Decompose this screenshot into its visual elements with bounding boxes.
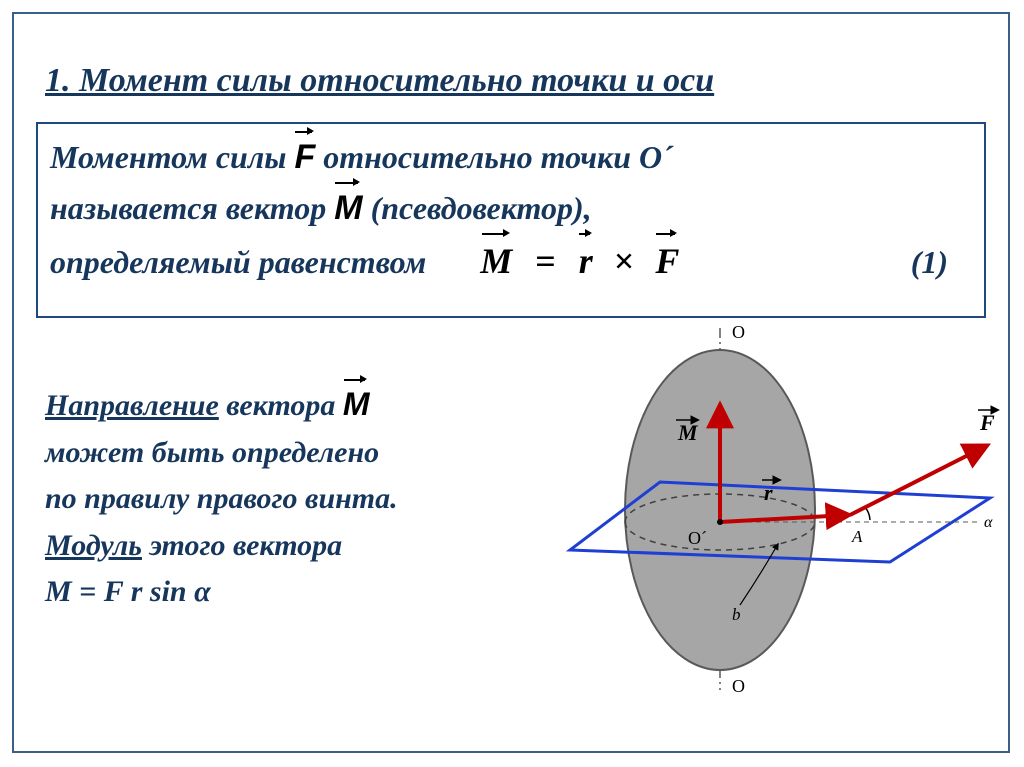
equation-number: (1)	[911, 238, 948, 286]
definition-line-3: определяемый равенством M = r × F (1)	[50, 234, 966, 288]
svg-text:M: M	[677, 420, 699, 445]
definition-box: Моментом силы F относительно точки О´ на…	[36, 122, 986, 318]
label-b: b	[732, 605, 741, 624]
label-O-bottom: O	[732, 676, 745, 696]
lower-line-1: Направление вектора M	[45, 380, 485, 430]
lower-line-2: может быть определено	[45, 430, 485, 477]
def-text-3: определяемый равенством	[50, 238, 426, 286]
label-F-vec: F	[978, 410, 998, 435]
lower-1b: вектора	[226, 389, 343, 422]
definition-line-1: Моментом силы F относительно точки О´	[50, 132, 966, 183]
svg-text:F: F	[979, 410, 995, 435]
lower-4b: этого вектора	[149, 529, 342, 562]
def-text-2b: (псевдовектор),	[371, 190, 592, 226]
lower-5a: M = F r sin	[45, 575, 194, 608]
lower-text-block: Направление вектора M может быть определ…	[45, 380, 485, 616]
lower-line-4: Модуль этого вектора	[45, 523, 485, 570]
def-text-2a: называется вектор	[50, 190, 334, 226]
svg-text:r: r	[764, 480, 773, 505]
section-heading: 1. Момент силы относительно точки и оси	[45, 62, 714, 100]
vector-M-lower: M	[343, 380, 370, 430]
def-text-1b: относительно точки	[323, 139, 639, 175]
label-O-top: O	[732, 322, 745, 342]
formula-M: M	[480, 234, 512, 288]
lower-line-5: M = F r sin α	[45, 569, 485, 616]
lower-1a: Направление	[45, 389, 219, 422]
point-O: О´	[639, 139, 673, 175]
formula-times: ×	[602, 241, 647, 281]
formula-r: r	[579, 234, 593, 288]
formula-eq: =	[521, 241, 570, 281]
lower-4a: Модуль	[45, 529, 142, 562]
label-alpha: α	[984, 514, 993, 531]
formula-moment: M = r × F	[480, 234, 679, 288]
alpha-symbol: α	[194, 575, 211, 608]
label-O-prime: O´	[688, 528, 707, 548]
moment-diagram: O O α O´ A b M r F	[510, 320, 1000, 700]
formula-F: F	[655, 234, 679, 288]
label-A: A	[851, 527, 863, 546]
def-text-1a: Моментом силы	[50, 139, 294, 175]
vector-M: M	[334, 183, 362, 234]
vector-F: F	[294, 132, 315, 183]
label-M-vec: M	[676, 420, 699, 445]
lower-line-3: по правилу правого винта.	[45, 476, 485, 523]
